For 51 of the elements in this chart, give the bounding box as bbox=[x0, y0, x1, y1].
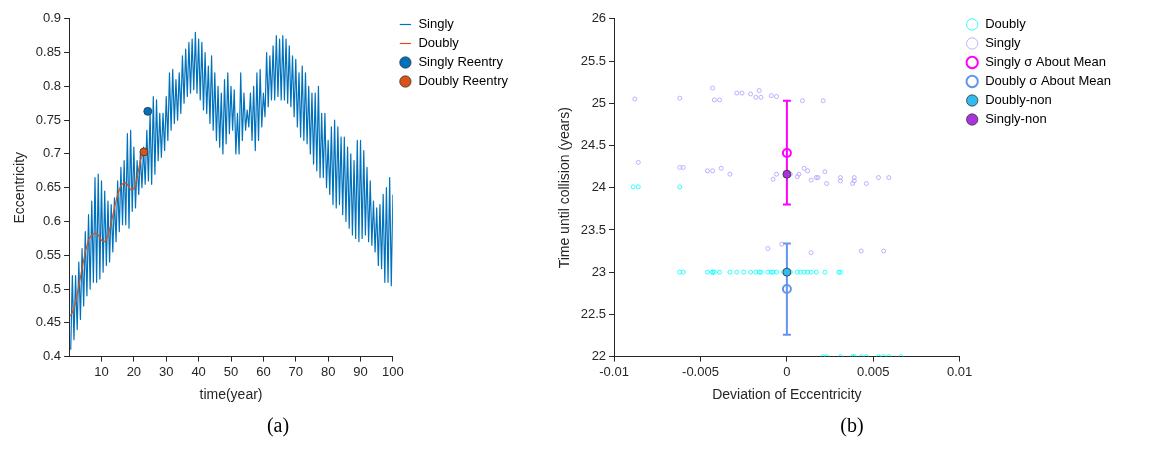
legend-label: Doubly σ About Mean bbox=[985, 73, 1112, 89]
y-tick-label: 0.65 bbox=[35, 179, 62, 195]
legend-label: Doubly bbox=[418, 35, 460, 51]
y-tick-label: 0.9 bbox=[43, 10, 62, 26]
text: (b) bbox=[839, 414, 865, 437]
x-tick-label: 100 bbox=[382, 363, 404, 379]
x-tick-label: 80 bbox=[320, 363, 336, 379]
x-tick-label: 10 bbox=[94, 363, 109, 379]
x-tick-label: 70 bbox=[288, 363, 303, 379]
y-tick-label: 25 bbox=[591, 94, 607, 110]
x-tick-label: 50 bbox=[223, 363, 239, 379]
x-tick-label: 20 bbox=[126, 363, 142, 379]
y-tick-label: 24 bbox=[591, 179, 607, 195]
y-axis-title: Eccentricity bbox=[11, 151, 28, 224]
legend-label: Singly σ About Mean bbox=[985, 54, 1106, 70]
x-tick-label: 40 bbox=[191, 363, 206, 379]
text: (a) bbox=[265, 414, 291, 437]
legend-label: Doubly-non bbox=[985, 92, 1052, 108]
y-tick-label: 0.6 bbox=[43, 213, 62, 229]
legend-label: Doubly Reentry bbox=[418, 73, 509, 89]
legend-label: Doubly bbox=[985, 16, 1027, 32]
y-tick-label: 22.5 bbox=[580, 305, 607, 321]
x-axis-title: Deviation of Eccentricity bbox=[712, 386, 862, 403]
x-tick-label: 60 bbox=[256, 363, 271, 379]
x-axis-title: time(year) bbox=[199, 386, 263, 403]
y-tick-label: 26 bbox=[591, 10, 607, 26]
y-tick-label: 0.55 bbox=[35, 246, 62, 262]
legend-label: Singly Reentry bbox=[418, 54, 504, 70]
x-tick-label: 0.01 bbox=[947, 363, 973, 379]
x-tick-label: 30 bbox=[159, 363, 174, 379]
y-tick-label: 23.5 bbox=[580, 221, 607, 237]
legend-label: Singly-non bbox=[985, 111, 1047, 127]
x-tick-label: 0.005 bbox=[857, 363, 890, 379]
x-tick-label: -0.005 bbox=[682, 363, 719, 379]
legend-label: Singly bbox=[985, 35, 1022, 51]
y-axis-title: Time until collision (years) bbox=[556, 107, 573, 269]
x-tick-label: 90 bbox=[353, 363, 368, 379]
y-tick-label: 0.75 bbox=[35, 111, 62, 127]
y-tick-label: 25.5 bbox=[580, 52, 607, 68]
y-tick-label: 0.8 bbox=[43, 77, 62, 93]
y-tick-label: 24.5 bbox=[580, 137, 607, 153]
y-tick-label: 0.4 bbox=[43, 348, 62, 364]
y-tick-label: 0.85 bbox=[35, 44, 62, 60]
x-tick-label: -0.01 bbox=[599, 363, 629, 379]
y-tick-label: 0.5 bbox=[43, 280, 62, 296]
y-tick-label: 23 bbox=[591, 263, 607, 279]
y-tick-label: 0.45 bbox=[35, 314, 62, 330]
y-tick-label: 0.7 bbox=[43, 145, 62, 161]
x-tick-label: 0 bbox=[783, 363, 791, 379]
y-tick-label: 22 bbox=[591, 348, 607, 364]
legend-label: Singly bbox=[418, 16, 455, 32]
